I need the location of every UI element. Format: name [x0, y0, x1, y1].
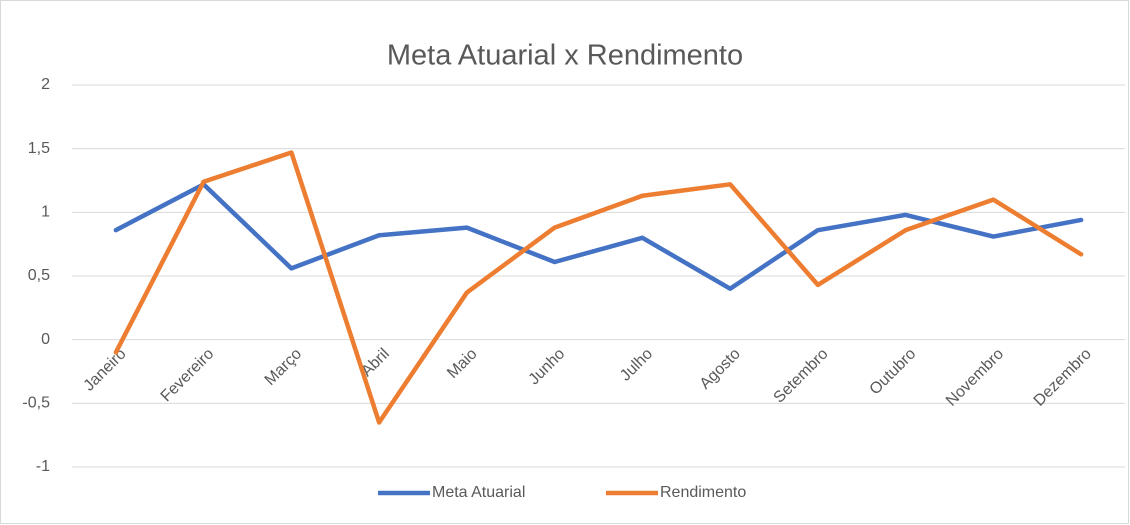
chart-title: Meta Atuarial x Rendimento [387, 40, 743, 72]
y-tick-label: 0,5 [28, 267, 50, 284]
y-tick-label: 1 [41, 204, 50, 221]
series-line [113, 150, 1084, 425]
y-tick-label: 2 [41, 76, 50, 93]
y-tick-label: 1,5 [28, 140, 50, 157]
series-line [113, 182, 1084, 291]
legend-label: Rendimento [660, 484, 746, 501]
y-tick-label: -0,5 [22, 395, 50, 412]
y-tick-label: -1 [36, 458, 50, 475]
legend-label: Meta Atuarial [432, 484, 525, 501]
y-tick-label: 0 [41, 331, 50, 348]
